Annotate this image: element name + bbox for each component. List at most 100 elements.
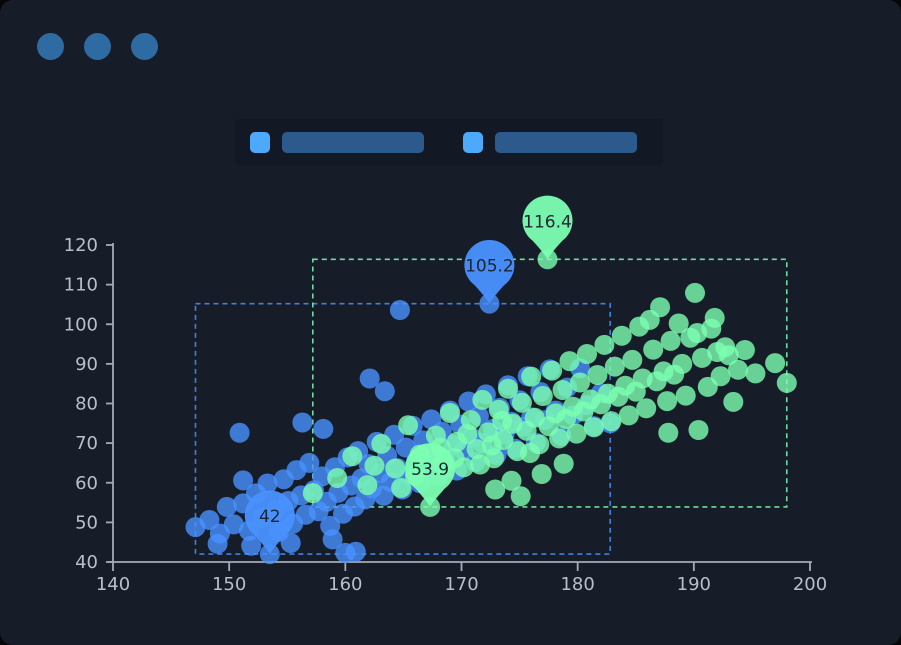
scatter-point[interactable] bbox=[718, 345, 739, 366]
scatter-point[interactable] bbox=[510, 486, 531, 507]
scatter-point[interactable] bbox=[521, 366, 542, 387]
scatter-point[interactable] bbox=[359, 368, 380, 389]
x-tick-label: 180 bbox=[560, 574, 594, 595]
scatter-point[interactable] bbox=[657, 391, 678, 412]
scatter-point[interactable] bbox=[552, 380, 573, 400]
scatter-point[interactable] bbox=[710, 366, 731, 387]
scatter-point[interactable] bbox=[485, 479, 506, 500]
scatter-point[interactable] bbox=[611, 325, 632, 346]
scatter-point[interactable] bbox=[532, 386, 553, 406]
scatter-point[interactable] bbox=[734, 340, 755, 360]
scatter-point[interactable] bbox=[776, 372, 797, 393]
scatter-point[interactable] bbox=[420, 496, 441, 517]
mark-pin-label: 42 bbox=[259, 507, 281, 527]
scatter-point[interactable] bbox=[229, 422, 250, 443]
scatter-point[interactable] bbox=[389, 300, 410, 320]
scatter-point[interactable] bbox=[357, 475, 378, 496]
mark-pin-max[interactable]: 105.2 bbox=[464, 239, 515, 304]
scatter-point[interactable] bbox=[472, 389, 493, 410]
scatter-point[interactable] bbox=[511, 392, 532, 413]
scatter-point[interactable] bbox=[636, 398, 657, 419]
scatter-point[interactable] bbox=[199, 510, 220, 530]
scatter-point[interactable] bbox=[723, 391, 744, 412]
scatter-point[interactable] bbox=[618, 405, 639, 426]
scatter-point[interactable] bbox=[542, 360, 563, 381]
mark-pin-min[interactable]: 53.9 bbox=[405, 443, 456, 507]
scatter-point[interactable] bbox=[460, 410, 481, 431]
scatter-point[interactable] bbox=[280, 533, 301, 553]
scatter-point[interactable] bbox=[342, 446, 363, 467]
scatter-point[interactable] bbox=[453, 457, 474, 478]
mark-pin-label: 53.9 bbox=[411, 460, 449, 480]
scatter-point[interactable] bbox=[587, 365, 608, 385]
y-tick-label: 60 bbox=[75, 473, 98, 494]
scatter-point[interactable] bbox=[501, 470, 522, 491]
scatter-point[interactable] bbox=[374, 381, 395, 402]
scatter-point[interactable] bbox=[302, 483, 323, 504]
scatter-point[interactable] bbox=[398, 415, 419, 436]
scatter-point[interactable] bbox=[439, 403, 460, 423]
scatter-point[interactable] bbox=[672, 353, 693, 374]
scatter-point[interactable] bbox=[223, 514, 244, 535]
y-tick-label: 90 bbox=[75, 354, 98, 375]
scatter-point[interactable] bbox=[216, 496, 237, 517]
scatter-point[interactable] bbox=[257, 473, 278, 494]
scatter-point[interactable] bbox=[765, 353, 786, 374]
scatter-point[interactable] bbox=[688, 420, 709, 440]
scatter-point[interactable] bbox=[660, 330, 681, 351]
scatter-point[interactable] bbox=[493, 430, 514, 450]
scatter-point[interactable] bbox=[241, 535, 262, 556]
scatter-point[interactable] bbox=[529, 434, 550, 455]
scatter-point[interactable] bbox=[692, 347, 712, 368]
legend-label-bar bbox=[282, 131, 424, 153]
scatter-point[interactable] bbox=[685, 282, 705, 303]
scatter-point[interactable] bbox=[583, 417, 604, 438]
window-dot-3[interactable] bbox=[131, 33, 158, 60]
scatter-point[interactable] bbox=[371, 433, 392, 454]
scatter-point[interactable] bbox=[594, 334, 615, 355]
x-tick-label: 160 bbox=[328, 574, 362, 595]
scatter-point[interactable] bbox=[604, 356, 625, 377]
mark-pin-label: 116.4 bbox=[523, 212, 572, 232]
scatter-point[interactable] bbox=[364, 455, 385, 476]
scatter-point[interactable] bbox=[322, 529, 343, 550]
scatter-point[interactable] bbox=[327, 468, 348, 488]
scatter-point[interactable] bbox=[553, 453, 574, 474]
scatter-point[interactable] bbox=[292, 412, 313, 433]
y-tick-label: 110 bbox=[64, 275, 98, 296]
scatter-point[interactable] bbox=[745, 363, 766, 384]
scatter-point[interactable] bbox=[650, 297, 671, 318]
scatter-point[interactable] bbox=[601, 411, 622, 432]
scatter-point[interactable] bbox=[728, 359, 748, 380]
scatter-point[interactable] bbox=[484, 448, 504, 469]
scatter-point[interactable] bbox=[391, 477, 412, 498]
legend-item-1[interactable] bbox=[250, 131, 424, 153]
mark-pin-min[interactable]: 42 bbox=[244, 490, 295, 555]
scatter-point[interactable] bbox=[643, 339, 664, 360]
window-dot-1[interactable] bbox=[37, 33, 64, 60]
scatter-point[interactable] bbox=[549, 428, 570, 449]
scatter-point[interactable] bbox=[622, 349, 643, 370]
scatter-point[interactable] bbox=[658, 422, 679, 443]
scatter-point[interactable] bbox=[345, 541, 366, 562]
scatter-point[interactable] bbox=[498, 378, 518, 399]
scatter-point[interactable] bbox=[299, 452, 320, 473]
scatter-point[interactable] bbox=[313, 418, 334, 439]
x-tick-label: 190 bbox=[677, 574, 711, 595]
x-tick-label: 140 bbox=[96, 574, 130, 595]
scatter-point[interactable] bbox=[385, 458, 406, 479]
scatter-point[interactable] bbox=[704, 307, 725, 328]
scatter-point[interactable] bbox=[668, 313, 689, 334]
scatter-point[interactable] bbox=[570, 372, 590, 393]
chart-legend bbox=[235, 119, 663, 165]
scatter-point[interactable] bbox=[566, 423, 587, 444]
scatter-point[interactable] bbox=[675, 385, 696, 406]
scatter-point[interactable] bbox=[233, 470, 254, 491]
scatter-point[interactable] bbox=[466, 439, 487, 460]
legend-item-2[interactable] bbox=[463, 131, 637, 153]
window-dot-2[interactable] bbox=[84, 33, 111, 60]
scatter-point[interactable] bbox=[531, 464, 552, 484]
scatter-point[interactable] bbox=[577, 344, 597, 364]
mark-pin-max[interactable]: 116.4 bbox=[522, 195, 573, 260]
scatter-point[interactable] bbox=[559, 351, 580, 372]
